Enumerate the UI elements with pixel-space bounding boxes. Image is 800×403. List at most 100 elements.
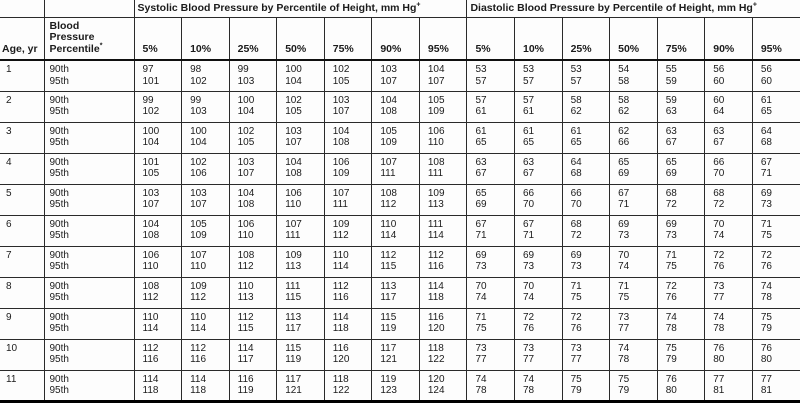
systolic-value-cell: 103 107 <box>371 59 420 92</box>
diastolic-value-cell: 71 75 <box>609 276 658 309</box>
column-header-row: Age, yr Blood Pressure Percentile* 5% 10%… <box>0 16 800 61</box>
diastolic-value-cell: 74 78 <box>656 307 706 340</box>
systolic-value-cell: 104 108 <box>276 152 325 185</box>
table-row: 9 90th 95th 110 114 110 114 112 115 113 117 11… <box>0 307 800 340</box>
table-row: 4 90th 95th 101 105 102 106 103 107 104 108 10… <box>0 152 800 185</box>
bp-percentile-label-text: Blood Pressure Percentile <box>49 19 100 55</box>
age-column-header: Age, yr <box>0 16 45 61</box>
diastolic-value-cell: 73 77 <box>561 338 611 371</box>
systolic-value-cell: 114 117 <box>228 338 278 371</box>
diastolic-value-cell: 54 58 <box>609 59 658 92</box>
diastolic-value-cell: 57 61 <box>514 90 563 123</box>
diastolic-value-cell: 66 70 <box>514 183 563 216</box>
systolic-value-cell: 109 112 <box>181 276 230 309</box>
systolic-value-cell: 107 111 <box>371 152 420 185</box>
diastolic-value-cell: 74 78 <box>466 369 515 403</box>
diastolic-value-cell: 64 68 <box>751 121 800 154</box>
diastolic-value-cell: 62 66 <box>609 121 658 154</box>
systolic-value-cell: 101 105 <box>133 152 183 185</box>
bp-table-body: 1 90th 95th 97 101 98 102 99 103 100 104 102 1… <box>0 59 800 403</box>
diastolic-value-cell: 71 75 <box>561 276 611 309</box>
diastolic-value-cell: 69 73 <box>751 183 800 216</box>
diastolic-value-cell: 63 67 <box>466 152 515 185</box>
age-cell: 8 <box>0 276 45 309</box>
systolic-value-cell: 112 116 <box>181 338 230 371</box>
table-row: 5 90th 95th 103 107 103 107 104 108 106 110 10… <box>0 183 800 216</box>
diastolic-value-cell: 73 77 <box>704 276 753 309</box>
bp-percentile-cell: 90th 95th <box>43 307 135 340</box>
bp-percentile-cell: 90th 95th <box>43 214 135 247</box>
diastolic-value-cell: 68 72 <box>704 183 753 216</box>
diastolic-value-cell: 77 81 <box>704 369 753 403</box>
systolic-value-cell: 111 114 <box>418 214 468 247</box>
systolic-value-cell: 110 113 <box>228 276 278 309</box>
diastolic-value-cell: 73 77 <box>466 338 515 371</box>
diastolic-group-title: Diastolic Blood Pressure by Percentile o… <box>466 0 800 18</box>
systolic-value-cell: 100 104 <box>181 121 230 154</box>
age-cell: 4 <box>0 152 45 185</box>
systolic-value-cell: 113 117 <box>276 307 325 340</box>
diastolic-value-cell: 53 57 <box>466 59 515 92</box>
systolic-height-percentile-header: 90% <box>371 16 420 61</box>
diastolic-value-cell: 67 71 <box>466 214 515 247</box>
systolic-value-cell: 111 115 <box>276 276 325 309</box>
systolic-value-cell: 105 109 <box>418 90 468 123</box>
diastolic-value-cell: 56 60 <box>751 59 800 92</box>
systolic-value-cell: 106 110 <box>228 214 278 247</box>
diastolic-height-percentile-header: 5% <box>466 16 515 61</box>
systolic-value-cell: 102 105 <box>276 90 325 123</box>
systolic-value-cell: 118 122 <box>323 369 373 403</box>
diastolic-value-cell: 61 65 <box>466 121 515 154</box>
systolic-value-cell: 116 120 <box>323 338 373 371</box>
footnote-marker: + <box>752 1 757 9</box>
systolic-value-cell: 100 104 <box>228 90 278 123</box>
systolic-value-cell: 104 108 <box>228 183 278 216</box>
systolic-value-cell: 107 110 <box>181 245 230 278</box>
bp-percentile-cell: 90th 95th <box>43 338 135 371</box>
diastolic-value-cell: 72 76 <box>751 245 800 278</box>
systolic-value-cell: 109 113 <box>276 245 325 278</box>
diastolic-value-cell: 53 57 <box>561 59 611 92</box>
table-row: 8 90th 95th 108 112 109 112 110 113 111 115 11… <box>0 276 800 309</box>
systolic-value-cell: 114 118 <box>323 307 373 340</box>
systolic-value-cell: 109 113 <box>418 183 468 216</box>
bp-percentile-cell: 90th 95th <box>43 369 135 403</box>
diastolic-value-cell: 69 73 <box>656 214 706 247</box>
spacer-cell <box>0 0 45 18</box>
bp-percentile-cell: 90th 95th <box>43 59 135 92</box>
systolic-value-cell: 117 121 <box>371 338 420 371</box>
systolic-value-cell: 106 109 <box>323 152 373 185</box>
diastolic-value-cell: 63 67 <box>704 121 753 154</box>
systolic-value-cell: 114 118 <box>418 276 468 309</box>
diastolic-value-cell: 55 59 <box>656 59 706 92</box>
systolic-value-cell: 114 118 <box>181 369 230 403</box>
systolic-value-cell: 119 123 <box>371 369 420 403</box>
bp-percentile-column-header: Blood Pressure Percentile* <box>43 16 135 61</box>
systolic-value-cell: 99 102 <box>133 90 183 123</box>
diastolic-value-cell: 74 78 <box>704 307 753 340</box>
systolic-value-cell: 113 117 <box>371 276 420 309</box>
age-cell: 6 <box>0 214 45 247</box>
systolic-value-cell: 103 107 <box>181 183 230 216</box>
diastolic-value-cell: 76 80 <box>704 338 753 371</box>
table-row: 3 90th 95th 100 104 100 104 102 105 103 107 10… <box>0 121 800 154</box>
systolic-value-cell: 102 106 <box>181 152 230 185</box>
systolic-value-cell: 104 108 <box>133 214 183 247</box>
diastolic-value-cell: 70 74 <box>609 245 658 278</box>
systolic-height-percentile-header: 10% <box>181 16 230 61</box>
systolic-value-cell: 108 112 <box>133 276 183 309</box>
diastolic-value-cell: 75 79 <box>609 369 658 403</box>
diastolic-value-cell: 68 72 <box>656 183 706 216</box>
diastolic-value-cell: 69 73 <box>514 245 563 278</box>
diastolic-value-cell: 74 78 <box>514 369 563 403</box>
systolic-value-cell: 108 112 <box>228 245 278 278</box>
age-cell: 5 <box>0 183 45 216</box>
systolic-value-cell: 116 120 <box>418 307 468 340</box>
diastolic-value-cell: 61 65 <box>561 121 611 154</box>
age-cell: 3 <box>0 121 45 154</box>
diastolic-value-cell: 75 79 <box>656 338 706 371</box>
diastolic-value-cell: 64 68 <box>561 152 611 185</box>
systolic-value-cell: 112 116 <box>418 245 468 278</box>
systolic-value-cell: 115 119 <box>371 307 420 340</box>
